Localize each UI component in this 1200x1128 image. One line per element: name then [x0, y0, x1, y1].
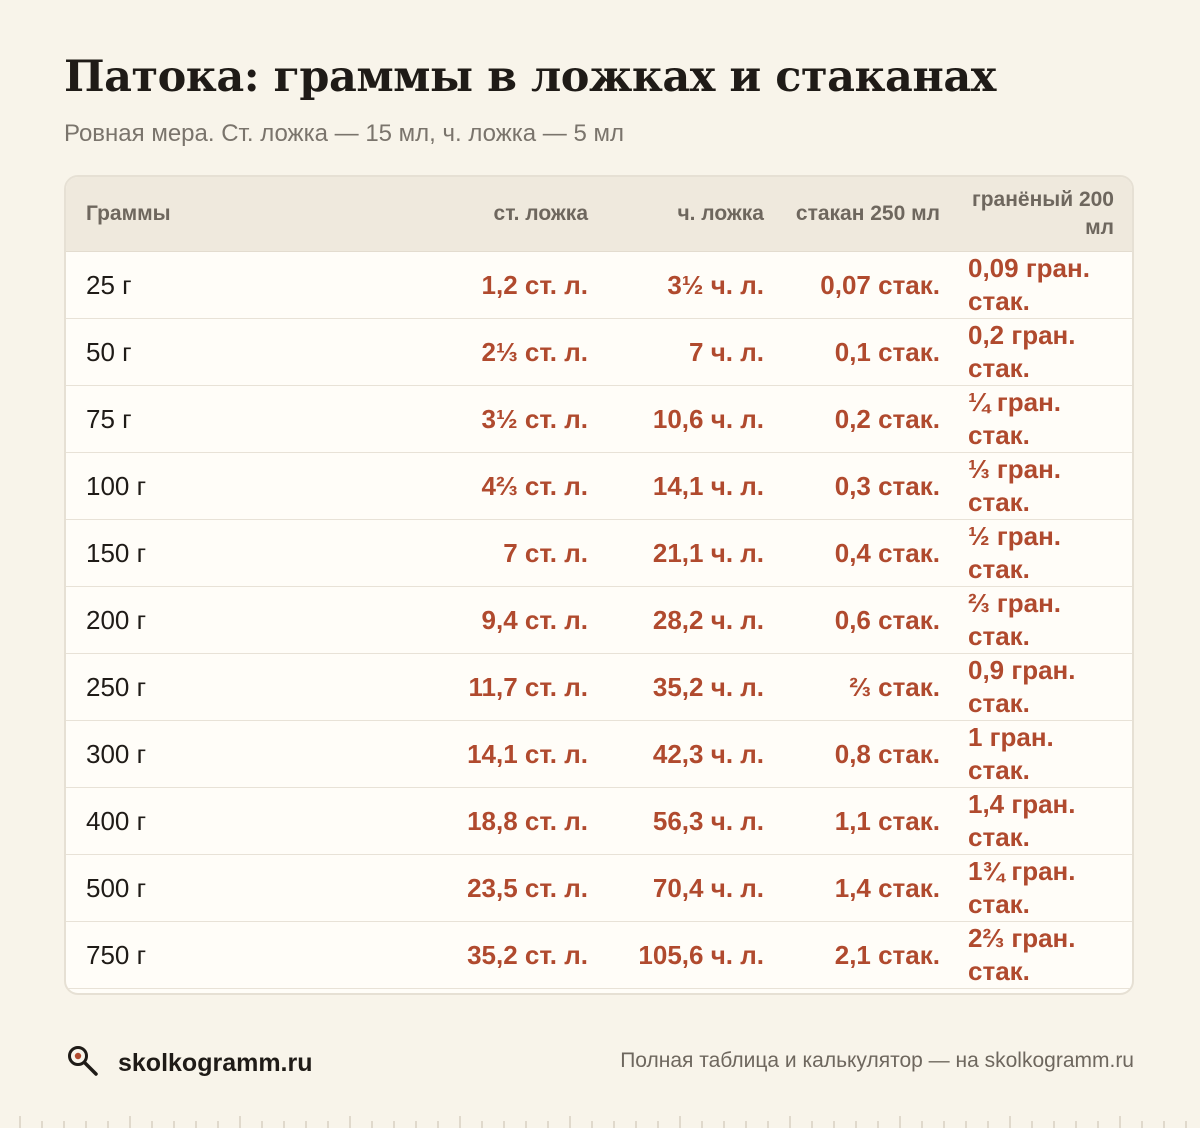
- column-header-faceted-glass-200: гранёный 200 мл: [958, 177, 1132, 252]
- teaspoon-cell: 21,1 ч. л.: [606, 519, 782, 587]
- faceted-glass-cell: 0,2 гран. стак.: [958, 318, 1132, 386]
- tablespoon-cell: 1,2 ст. л.: [430, 251, 606, 319]
- faceted-glass-cell: 1,4 гран. стак.: [958, 787, 1132, 855]
- glass-250-cell: 1,4 стак.: [782, 854, 958, 922]
- tablespoon-cell: 4⅔ ст. л.: [430, 452, 606, 520]
- faceted-glass-cell: ¼ гран. стак.: [958, 385, 1132, 453]
- grams-cell: 500 г: [66, 854, 430, 922]
- tablespoon-cell: 3½ ст. л.: [430, 385, 606, 453]
- footer-note: Полная таблица и калькулятор — на skolko…: [620, 1049, 1134, 1072]
- teaspoon-cell: 140,8 ч. л.: [606, 989, 782, 994]
- conversion-table: Граммы ст. ложка ч. ложка стакан 250 мл …: [66, 177, 1132, 994]
- tablespoon-cell: 46,9 ст. л.: [430, 989, 606, 994]
- page-title: Патока: граммы в ложках и стаканах: [64, 52, 996, 102]
- glass-250-cell: 0,1 стак.: [782, 318, 958, 386]
- footer-logo[interactable]: skolkogramm.ru: [66, 1044, 313, 1083]
- faceted-glass-cell: 3½ гран. стак.: [958, 989, 1132, 993]
- tablespoon-cell: 2⅓ ст. л.: [430, 318, 606, 386]
- teaspoon-cell: 35,2 ч. л.: [606, 653, 782, 721]
- teaspoon-cell: 56,3 ч. л.: [606, 787, 782, 855]
- teaspoon-cell: 7 ч. л.: [606, 318, 782, 386]
- grams-cell: 750 г: [66, 921, 430, 989]
- table-row: 200 г 9,4 ст. л. 28,2 ч. л. 0,6 стак. ⅔ гран…: [66, 586, 1132, 654]
- faceted-glass-cell: ⅔ гран. стак.: [958, 586, 1132, 654]
- faceted-glass-cell: ⅓ гран. стак.: [958, 452, 1132, 520]
- grams-cell: 50 г: [66, 318, 430, 386]
- grams-cell: 250 г: [66, 653, 430, 721]
- grams-cell: 1000 г: [66, 989, 430, 994]
- faceted-glass-cell: 0,09 гран. стак.: [958, 251, 1132, 319]
- table-row: 100 г 4⅔ ст. л. 14,1 ч. л. 0,3 стак. ⅓ гран.…: [66, 452, 1132, 520]
- glass-250-cell: 0,3 стак.: [782, 452, 958, 520]
- teaspoon-cell: 42,3 ч. л.: [606, 720, 782, 788]
- teaspoon-cell: 10,6 ч. л.: [606, 385, 782, 453]
- grams-cell: 400 г: [66, 787, 430, 855]
- column-header-grams: Граммы: [66, 177, 430, 252]
- grams-cell: 100 г: [66, 452, 430, 520]
- ruler-decoration: [19, 1116, 1187, 1128]
- grams-cell: 25 г: [66, 251, 430, 319]
- teaspoon-cell: 70,4 ч. л.: [606, 854, 782, 922]
- footer-brand[interactable]: skolkogramm.ru: [118, 1049, 313, 1077]
- column-header-teaspoon: ч. ложка: [606, 177, 782, 252]
- column-header-tablespoon: ст. ложка: [430, 177, 606, 252]
- glass-250-cell: 0,4 стак.: [782, 519, 958, 587]
- table-row: 300 г 14,1 ст. л. 42,3 ч. л. 0,8 стак. 1 гра…: [66, 720, 1132, 788]
- glass-250-cell: 0,8 стак.: [782, 720, 958, 788]
- table-row: 25 г 1,2 ст. л. 3½ ч. л. 0,07 стак. 0,09 гра…: [66, 251, 1132, 319]
- teaspoon-cell: 3½ ч. л.: [606, 251, 782, 319]
- glass-250-cell: 1,1 стак.: [782, 787, 958, 855]
- glass-250-cell: 2,8 стак.: [782, 989, 958, 994]
- glass-250-cell: 2,1 стак.: [782, 921, 958, 989]
- grams-cell: 150 г: [66, 519, 430, 587]
- grams-cell: 200 г: [66, 586, 430, 654]
- tablespoon-cell: 11,7 ст. л.: [430, 653, 606, 721]
- tablespoon-cell: 18,8 ст. л.: [430, 787, 606, 855]
- table-row: 750 г 35,2 ст. л. 105,6 ч. л. 2,1 стак. 2⅔ г…: [66, 921, 1132, 989]
- glass-250-cell: 0,6 стак.: [782, 586, 958, 654]
- tablespoon-cell: 14,1 ст. л.: [430, 720, 606, 788]
- faceted-glass-cell: 2⅔ гран. стак.: [958, 921, 1132, 989]
- table-row: 250 г 11,7 ст. л. 35,2 ч. л. ⅔ стак. 0,9 гра…: [66, 653, 1132, 721]
- tablespoon-cell: 9,4 ст. л.: [430, 586, 606, 654]
- teaspoon-cell: 28,2 ч. л.: [606, 586, 782, 654]
- grams-cell: 300 г: [66, 720, 430, 788]
- tablespoon-cell: 23,5 ст. л.: [430, 854, 606, 922]
- table-row: 75 г 3½ ст. л. 10,6 ч. л. 0,2 стак. ¼ гран. …: [66, 385, 1132, 453]
- magnifier-icon: [66, 1044, 100, 1083]
- glass-250-cell: 0,07 стак.: [782, 251, 958, 319]
- faceted-glass-cell: 1¾ гран. стак.: [958, 854, 1132, 922]
- tablespoon-cell: 35,2 ст. л.: [430, 921, 606, 989]
- conversion-table-card: Граммы ст. ложка ч. ложка стакан 250 мл …: [64, 175, 1134, 995]
- table-row: 400 г 18,8 ст. л. 56,3 ч. л. 1,1 стак. 1,4 г…: [66, 787, 1132, 855]
- page-subtitle: Ровная мера. Ст. ложка — 15 мл, ч. ложка…: [64, 120, 624, 147]
- table-body: 25 г 1,2 ст. л. 3½ ч. л. 0,07 стак. 0,09 гра…: [66, 251, 1132, 994]
- glass-250-cell: 0,2 стак.: [782, 385, 958, 453]
- table-row: 1000 г46,9 ст. л.140,8 ч. л.2,8 стак.3½ …: [66, 989, 1132, 994]
- table-row: 500 г 23,5 ст. л. 70,4 ч. л. 1,4 стак. 1¾ гр…: [66, 854, 1132, 922]
- teaspoon-cell: 105,6 ч. л.: [606, 921, 782, 989]
- faceted-glass-cell: 0,9 гран. стак.: [958, 653, 1132, 721]
- table-header-row: Граммы ст. ложка ч. ложка стакан 250 мл …: [66, 177, 1132, 252]
- tablespoon-cell: 7 ст. л.: [430, 519, 606, 587]
- glass-250-cell: ⅔ стак.: [782, 653, 958, 721]
- faceted-glass-cell: ½ гран. стак.: [958, 519, 1132, 587]
- table-row: 50 г 2⅓ ст. л. 7 ч. л. 0,1 стак. 0,2 гран. с…: [66, 318, 1132, 386]
- column-header-glass-250: стакан 250 мл: [782, 177, 958, 252]
- grams-cell: 75 г: [66, 385, 430, 453]
- teaspoon-cell: 14,1 ч. л.: [606, 452, 782, 520]
- faceted-glass-cell: 1 гран. стак.: [958, 720, 1132, 788]
